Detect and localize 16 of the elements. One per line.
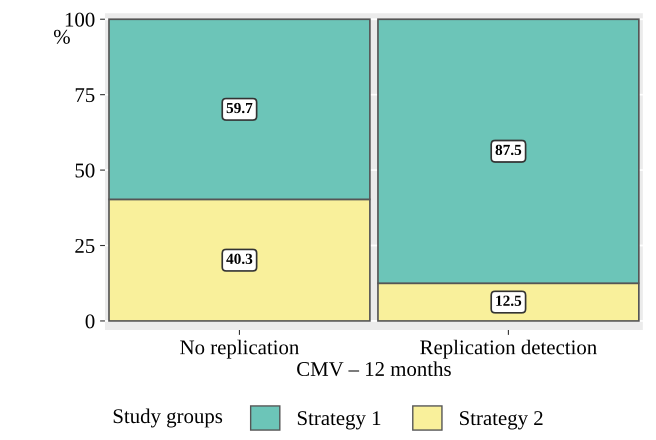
x-axis-title: CMV – 12 months — [297, 361, 451, 376]
y-tick-label: 75 — [76, 88, 94, 102]
data-label: 40.3 — [226, 254, 252, 264]
legend-title: Study groups — [114, 408, 222, 428]
x-tick-label: No replication — [180, 340, 299, 359]
legend-label: Strategy 2 — [460, 411, 543, 430]
legend-label: Strategy 1 — [298, 411, 380, 430]
data-label: 12.5 — [496, 296, 522, 306]
y-axis-title: % — [54, 30, 70, 44]
y-tick-label: 25 — [75, 238, 94, 253]
data-label: 59.7 — [226, 102, 252, 114]
y-tick-label: 50 — [76, 163, 94, 178]
y-tick-label: 0 — [86, 314, 94, 328]
x-tick-label: Replication detection — [420, 340, 597, 359]
y-tick-label: 100 — [66, 12, 94, 27]
data-label: 87.5 — [496, 144, 522, 156]
